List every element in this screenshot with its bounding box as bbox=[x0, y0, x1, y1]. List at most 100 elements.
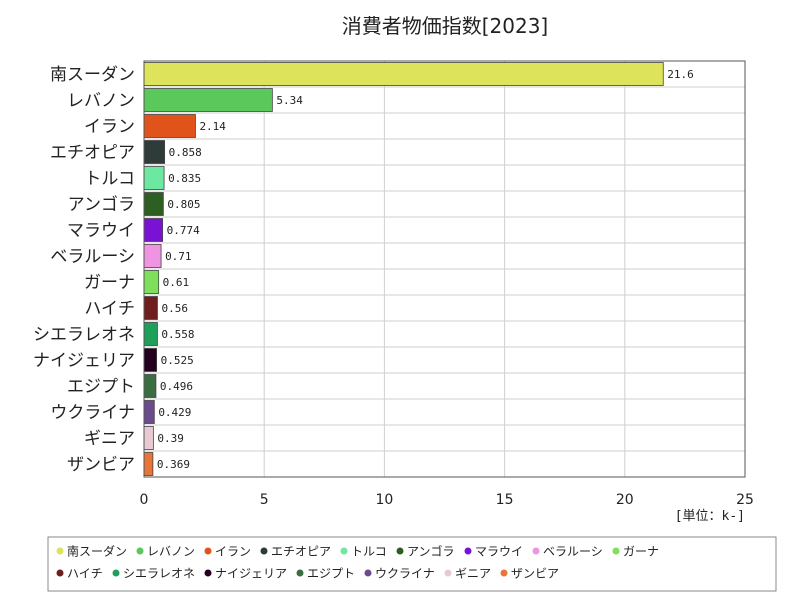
legend-label: ナイジェリア bbox=[215, 567, 287, 581]
legend-marker bbox=[396, 547, 404, 555]
category-label: エジプト bbox=[67, 377, 135, 397]
data-label: 0.858 bbox=[169, 146, 202, 159]
legend-marker bbox=[204, 569, 212, 577]
legend-item: ナイジェリア bbox=[204, 567, 287, 581]
grid bbox=[143, 61, 746, 477]
legend-label: アンゴラ bbox=[407, 544, 455, 559]
legend-item: レバノン bbox=[136, 545, 195, 559]
category-labels: 南スーダンレバノンイランエチオピアトルコアンゴラマラウイベラルーシガーナハイチシ… bbox=[33, 65, 135, 475]
legend-label: ベラルーシ bbox=[543, 545, 603, 559]
legend-label: エチオピア bbox=[271, 545, 331, 559]
bar bbox=[143, 426, 154, 450]
data-label: 0.369 bbox=[157, 458, 190, 471]
bar bbox=[143, 114, 196, 138]
bar bbox=[143, 452, 154, 476]
category-label: 南スーダン bbox=[50, 65, 135, 85]
legend-label: ハイチ bbox=[67, 567, 103, 581]
data-label: 0.774 bbox=[167, 224, 200, 237]
legend-marker bbox=[612, 547, 620, 555]
legend-marker bbox=[136, 547, 144, 555]
category-label: ギニア bbox=[84, 429, 135, 449]
category-label: イラン bbox=[84, 117, 135, 137]
legend-label: ザンビア bbox=[511, 567, 559, 581]
category-label: レバノン bbox=[67, 91, 135, 111]
legend-item: トルコ bbox=[340, 545, 387, 559]
data-label: 0.558 bbox=[161, 328, 194, 341]
x-tick-label: 15 bbox=[496, 492, 514, 508]
category-label: ガーナ bbox=[84, 273, 135, 293]
bar bbox=[143, 296, 158, 320]
bar bbox=[143, 374, 157, 398]
legend-marker bbox=[204, 547, 212, 555]
legend-marker bbox=[296, 569, 304, 577]
bar bbox=[143, 322, 158, 346]
unit-label: [単位：k-] bbox=[675, 508, 745, 524]
data-label: 0.39 bbox=[157, 432, 184, 445]
legend-label: 南スーダン bbox=[67, 544, 127, 559]
bar bbox=[143, 166, 165, 190]
data-label: 5.34 bbox=[276, 94, 303, 107]
legend-item: イラン bbox=[204, 545, 251, 559]
legend-marker bbox=[112, 569, 120, 577]
legend-label: ギニア bbox=[455, 567, 491, 581]
data-label: 0.835 bbox=[168, 172, 201, 185]
category-label: エチオピア bbox=[50, 143, 135, 163]
x-axis-ticks: 0 5 10 15 20 25 bbox=[140, 492, 754, 508]
legend-item: エチオピア bbox=[260, 545, 331, 559]
legend-item: ハイチ bbox=[56, 567, 103, 581]
data-label: 0.61 bbox=[163, 276, 190, 289]
legend-item: ウクライナ bbox=[364, 567, 435, 581]
legend-marker bbox=[500, 569, 508, 577]
data-label: 0.429 bbox=[158, 406, 191, 419]
data-label: 0.71 bbox=[165, 250, 192, 263]
x-tick-label: 20 bbox=[616, 492, 634, 508]
legend bbox=[47, 536, 777, 592]
legend-marker bbox=[444, 569, 452, 577]
bar bbox=[143, 62, 664, 86]
chart-title: 消費者物価指数[2023] bbox=[342, 14, 549, 38]
x-tick-label: 25 bbox=[736, 492, 754, 508]
data-label: 0.525 bbox=[161, 354, 194, 367]
bar bbox=[143, 218, 164, 242]
x-tick-label: 5 bbox=[260, 492, 269, 508]
legend-label: マラウイ bbox=[475, 545, 523, 559]
legend-item: アンゴラ bbox=[396, 544, 455, 559]
x-tick-label: 10 bbox=[375, 492, 393, 508]
bar bbox=[143, 140, 166, 164]
data-label: 0.805 bbox=[167, 198, 200, 211]
legend-item: ギニア bbox=[444, 567, 491, 581]
legend-marker bbox=[260, 547, 268, 555]
legend-marker bbox=[340, 547, 348, 555]
bar bbox=[143, 88, 273, 112]
category-label: ウクライナ bbox=[50, 403, 135, 423]
legend-label: トルコ bbox=[351, 545, 387, 559]
bar bbox=[143, 192, 164, 216]
legend-item: ベラルーシ bbox=[532, 545, 603, 559]
legend-label: エジプト bbox=[307, 567, 355, 581]
category-label: ハイチ bbox=[84, 299, 135, 319]
bar bbox=[143, 348, 158, 372]
plot-frame bbox=[143, 60, 746, 478]
category-label: ベラルーシ bbox=[50, 247, 135, 267]
category-label: アンゴラ bbox=[68, 194, 135, 215]
bar bbox=[143, 400, 155, 424]
legend-label: ウクライナ bbox=[375, 567, 435, 581]
data-label: 21.6 bbox=[667, 68, 694, 81]
legend-label: ガーナ bbox=[623, 545, 659, 559]
category-label: シエラレオネ bbox=[33, 325, 135, 345]
data-label: 0.496 bbox=[160, 380, 193, 393]
legend-marker bbox=[56, 569, 64, 577]
value-labels: 21.6 5.34 2.14 0.858 0.835 0.805 0.774 0.71 0.61… bbox=[157, 68, 694, 471]
legend-item: 南スーダン bbox=[56, 544, 127, 559]
bar bbox=[143, 270, 160, 294]
category-label: マラウイ bbox=[67, 221, 135, 241]
legend-marker bbox=[464, 547, 472, 555]
legend-marker bbox=[364, 569, 372, 577]
legend-label: レバノン bbox=[147, 545, 195, 559]
data-label: 2.14 bbox=[199, 120, 226, 133]
category-label: ザンビア bbox=[67, 455, 135, 475]
bar bbox=[143, 244, 162, 268]
category-label: トルコ bbox=[84, 169, 135, 189]
